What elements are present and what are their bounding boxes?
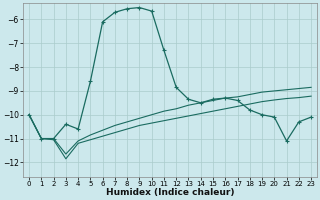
X-axis label: Humidex (Indice chaleur): Humidex (Indice chaleur) <box>106 188 234 197</box>
